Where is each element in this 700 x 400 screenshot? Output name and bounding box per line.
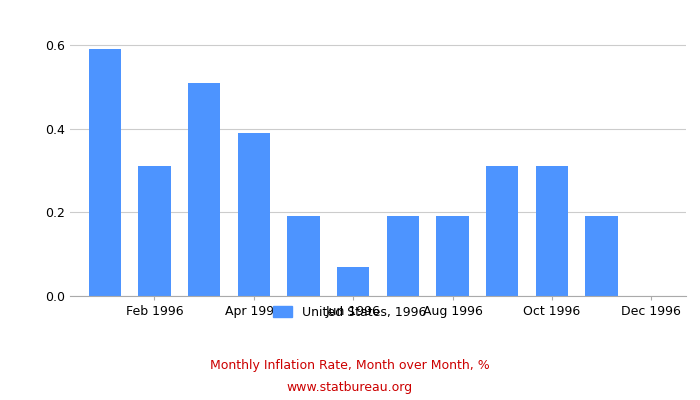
Bar xyxy=(486,166,518,296)
Bar xyxy=(238,133,270,296)
Bar xyxy=(386,216,419,296)
Bar xyxy=(536,166,568,296)
Text: www.statbureau.org: www.statbureau.org xyxy=(287,381,413,394)
Bar xyxy=(89,49,121,296)
Legend: United States, 1996: United States, 1996 xyxy=(268,301,432,324)
Text: Monthly Inflation Rate, Month over Month, %: Monthly Inflation Rate, Month over Month… xyxy=(210,360,490,372)
Bar xyxy=(436,216,469,296)
Bar xyxy=(139,166,171,296)
Bar xyxy=(585,216,617,296)
Bar xyxy=(337,267,370,296)
Bar xyxy=(287,216,320,296)
Bar xyxy=(188,82,220,296)
